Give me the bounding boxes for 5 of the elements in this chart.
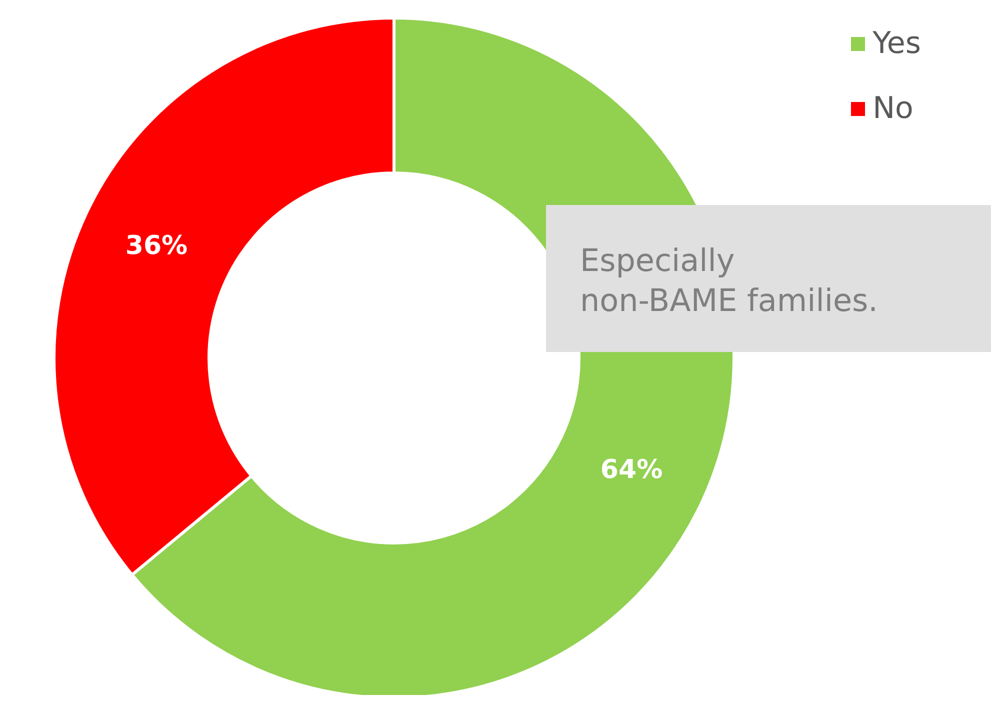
text: Especially non-BAME families. [579,242,880,321]
legend-label: Yes [872,26,921,61]
data-label: 36% [125,231,188,262]
legend-label: No [872,91,914,126]
data-label: 64% [600,454,663,485]
